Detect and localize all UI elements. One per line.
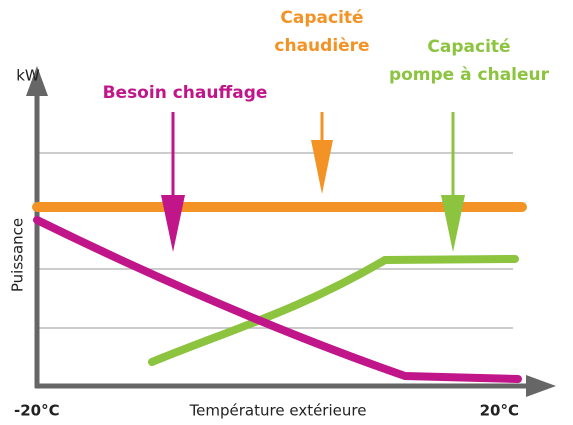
x-axis-title: Température extérieure [189,402,367,420]
y-unit: kW [16,67,40,85]
boiler-label: Capacité [280,8,363,28]
boiler-label: chaudière [274,36,369,56]
x-arrow [526,375,556,397]
y-axis-title: Puissance [9,218,27,292]
heat-pump-label: pompe à chaleur [389,65,550,85]
demand-arrow-head [161,195,185,252]
x-max-label: 20°C [480,402,519,420]
x-min-label: -20°C [14,402,60,420]
demand-label: Besoin chauffage [103,83,268,103]
heat-pump-label: Capacité [427,37,510,57]
axes [26,66,556,397]
heat-pump-line [148,255,519,366]
arrows [161,112,465,252]
demand-line [33,216,522,383]
grid [37,152,513,329]
boiler-arrow-head [311,140,333,194]
heat-pump-arrow-head [441,195,465,252]
y-arrow [26,66,48,96]
